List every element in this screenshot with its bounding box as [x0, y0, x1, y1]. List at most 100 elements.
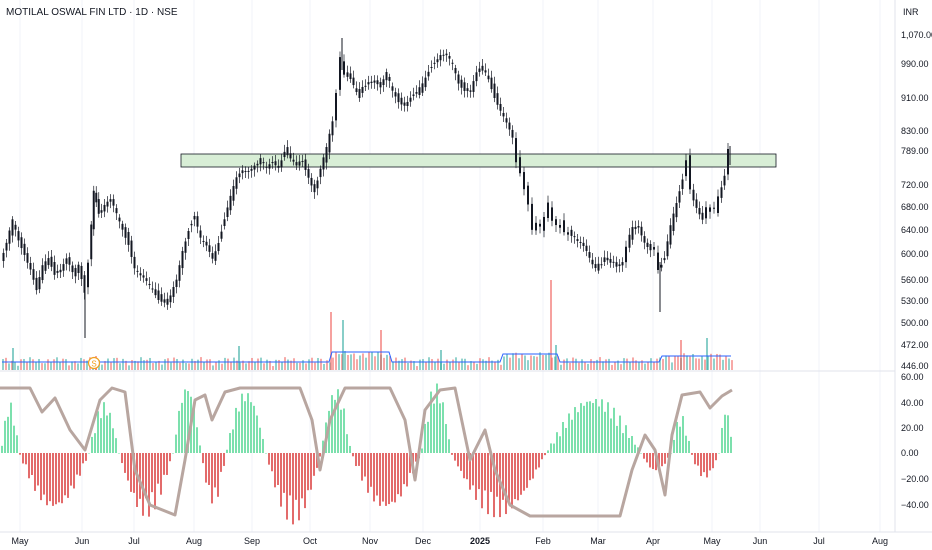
candle-body [397, 93, 400, 103]
volume-bar [662, 358, 664, 370]
candle-body [439, 55, 442, 61]
oscillator-bar [148, 453, 150, 517]
volume-bar [32, 359, 34, 370]
candle-body [244, 171, 247, 173]
volume-bar [29, 357, 31, 370]
candle-body [90, 224, 93, 260]
candle-body [539, 223, 541, 227]
time-tick-label: Oct [303, 536, 318, 546]
candle-body [547, 202, 549, 218]
volume-bar [113, 358, 115, 370]
candle-body [199, 230, 202, 238]
oscillator-bar [19, 453, 21, 455]
candle-body [53, 262, 56, 275]
oscillator-bar [718, 453, 720, 454]
oscillator-bar [337, 389, 339, 453]
volume-bar [590, 359, 592, 370]
oscillator-bar [274, 453, 276, 488]
volume-bar [338, 354, 340, 370]
oscillator-bar [553, 443, 555, 453]
candle-body [178, 265, 181, 281]
candle-body [582, 242, 585, 247]
candle-body [5, 242, 8, 251]
candle-body [660, 264, 663, 268]
oscillator-bar [592, 403, 594, 453]
oscillator-bar [478, 453, 480, 490]
oscillator-bar [559, 436, 561, 453]
oscillator-bar [49, 453, 51, 502]
volume-bar [125, 360, 127, 370]
time-tick-label: Feb [535, 536, 551, 546]
time-axis[interactable]: May Jun Jul Aug Sep Oct Nov Dec 2025 Feb Mar Apr May… [11, 536, 888, 546]
oscillator-tick-label: 60.00 [901, 372, 924, 382]
volume-bar [50, 362, 52, 370]
volume-bar [110, 362, 112, 370]
volume-bar [17, 365, 19, 370]
volume-bar [578, 362, 580, 370]
oscillator-bar [193, 406, 195, 453]
volume-bar [512, 353, 514, 370]
volume-bar [215, 361, 217, 370]
candle-body [570, 229, 573, 236]
oscillator-bar [421, 448, 423, 453]
volume-bar [86, 360, 88, 370]
price-axis[interactable]: 1,070.00 990.00 910.00 830.00 789.00 720.00 68… [901, 30, 932, 371]
candle-body [62, 264, 65, 271]
price-tick-label: 910.00 [901, 93, 929, 103]
candle-body [56, 270, 59, 273]
volume-bar [680, 340, 682, 370]
candle-body [208, 245, 211, 252]
volume-bar [20, 359, 22, 370]
volume-bar [635, 360, 637, 370]
candle-body [343, 61, 345, 75]
currency-label[interactable]: INR [903, 7, 919, 17]
volume-bar [602, 361, 604, 370]
oscillator-bar [724, 414, 726, 453]
candle-body [646, 242, 649, 247]
volume-bar [194, 361, 196, 370]
oscillator-bar [208, 453, 210, 485]
oscillator-bar [493, 453, 495, 518]
volume-bar [275, 359, 277, 370]
candle-body [23, 243, 26, 255]
oscillator-axis[interactable]: 60.00 40.00 20.00 0.00 −20.00 −40.00 [901, 372, 929, 510]
candle-body [612, 261, 615, 263]
oscillator-bar [55, 453, 57, 505]
candle-body [265, 166, 268, 168]
chart-grid [19, 0, 881, 532]
volume-bar [143, 360, 145, 370]
candle-body [727, 149, 729, 175]
candle-body [421, 83, 424, 93]
symbol-title[interactable]: MOTILAL OSWAL FIN LTD · 1D · NSE [6, 7, 178, 18]
volume-bar [131, 360, 133, 370]
candle-body [609, 259, 612, 263]
candle-body [95, 192, 98, 203]
oscillator-bar [187, 391, 189, 453]
oscillator-bar [703, 453, 705, 473]
candle-body [214, 251, 217, 261]
oscillator-bar [667, 453, 669, 458]
volume-bar [77, 363, 79, 370]
split-event-marker[interactable]: S [87, 356, 101, 370]
volume-bar [722, 359, 724, 370]
volume-bar [152, 363, 154, 370]
candle-body [328, 133, 331, 153]
volume-bar [410, 360, 412, 370]
candle-body [151, 288, 154, 290]
candle-body [555, 219, 557, 226]
volume-bar [299, 362, 301, 370]
oscillator-bar [127, 453, 129, 481]
oscillator-bar [625, 425, 627, 453]
candle-body [472, 81, 475, 92]
candle-body [519, 157, 521, 174]
candle-body [672, 213, 675, 231]
candle-body [349, 73, 352, 80]
volume-bar [35, 361, 37, 370]
oscillator-bar [202, 453, 204, 464]
oscillator-bar [235, 407, 237, 453]
candle-body [723, 175, 726, 186]
volume-bar [473, 361, 475, 370]
volume-bar [476, 363, 478, 370]
time-tick-label: Jun [75, 536, 90, 546]
